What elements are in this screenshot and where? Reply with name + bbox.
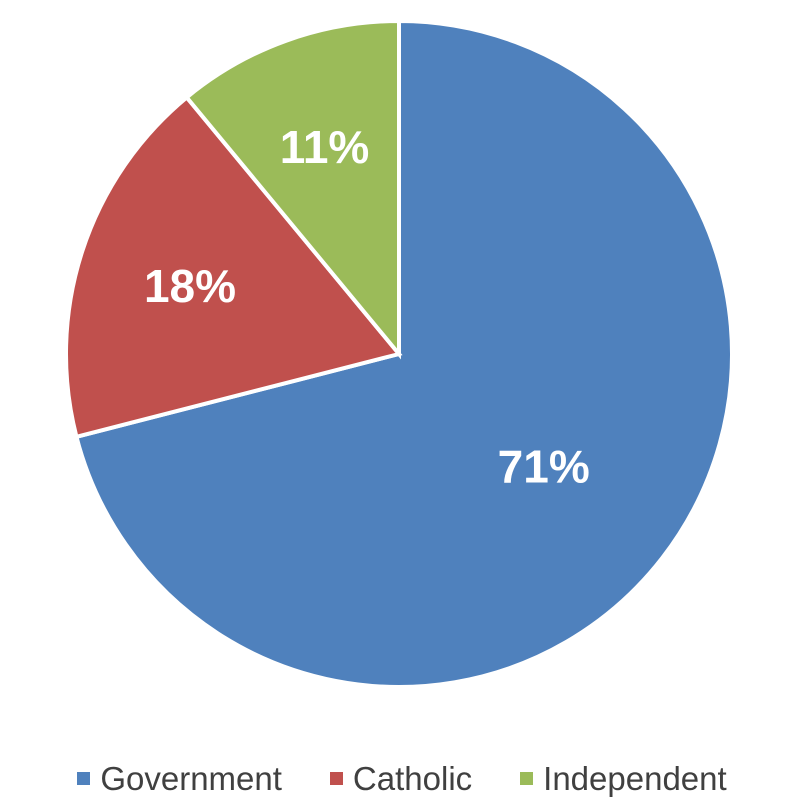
- legend-item-government: Government: [77, 762, 282, 795]
- legend-label-government: Government: [100, 759, 282, 797]
- legend-swatch-catholic: [329, 771, 343, 785]
- legend-label-independent: Independent: [543, 759, 727, 797]
- legend-item-independent: Independent: [520, 762, 727, 795]
- data-label-catholic: 18%: [144, 260, 236, 312]
- data-label-government: 71%: [498, 440, 590, 492]
- legend: Government Catholic Independent: [0, 752, 804, 804]
- legend-swatch-independent: [520, 771, 534, 785]
- pie-slice-independent: [183, 18, 401, 360]
- pie-slices: [64, 18, 734, 689]
- pie-data-labels: 71% 18% 11%: [144, 121, 590, 492]
- pie-slice-catholic: [64, 94, 403, 440]
- legend-item-catholic: Catholic: [329, 759, 473, 797]
- pie-slice-government: [74, 18, 734, 689]
- pie-plot-area: 71% 18% 11%: [64, 18, 734, 689]
- legend-label-catholic: Catholic: [352, 759, 473, 797]
- legend-swatch-government: [77, 771, 91, 785]
- data-label-independent: 11%: [280, 121, 370, 173]
